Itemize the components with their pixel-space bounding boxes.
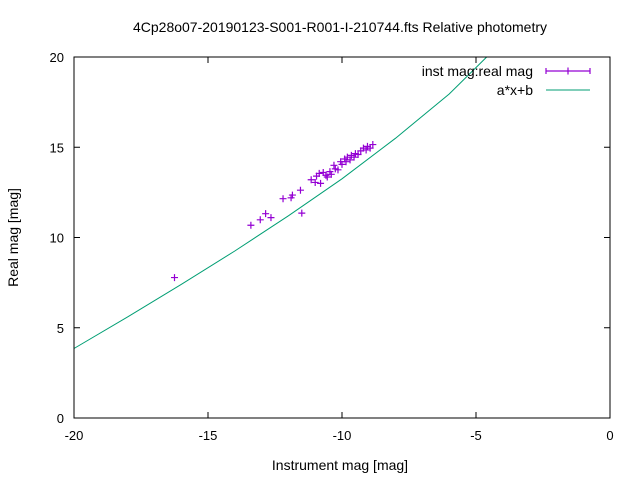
data-point — [346, 156, 354, 164]
data-point — [330, 161, 338, 169]
legend-label: a*x+b — [497, 82, 533, 98]
y-tick-label: 10 — [50, 231, 64, 246]
data-point — [298, 209, 306, 217]
data-point — [171, 274, 178, 282]
data-point — [296, 186, 304, 194]
x-tick-label: -10 — [333, 428, 352, 443]
data-point — [262, 210, 270, 218]
legend-swatch-points — [545, 67, 591, 75]
x-tick-label: -20 — [65, 428, 84, 443]
data-point — [327, 170, 335, 178]
data-point — [311, 178, 319, 186]
y-tick-label: 0 — [57, 411, 64, 426]
y-axis: 0 5 10 15 20 — [50, 50, 610, 426]
data-point — [342, 158, 350, 166]
data-point — [247, 221, 255, 229]
fit-line — [73, 56, 488, 349]
legend: inst mag:real mag a*x+b — [422, 63, 591, 98]
x-tick-label: -5 — [470, 428, 482, 443]
plot-area — [73, 56, 488, 349]
y-tick-label: 20 — [50, 50, 64, 65]
data-point — [317, 179, 325, 187]
y-tick-label: 5 — [57, 321, 64, 336]
y-axis-title: Real mag [mag] — [5, 188, 21, 287]
y-tick-label: 15 — [50, 140, 64, 155]
data-point — [267, 214, 275, 222]
data-point — [354, 150, 362, 158]
data-point — [323, 173, 331, 181]
data-point — [288, 191, 296, 199]
data-point — [334, 166, 342, 174]
x-tick-label: -15 — [199, 428, 218, 443]
data-point — [315, 169, 323, 177]
chart-title: 4Cp28o07-20190123-S001-R001-I-210744.fts… — [133, 19, 547, 35]
data-point — [307, 176, 315, 184]
plot-frame — [73, 56, 611, 419]
x-tick-label: 0 — [606, 428, 613, 443]
x-axis: -20 -15 -10 -5 0 — [65, 57, 614, 443]
data-point — [256, 216, 264, 224]
data-point — [362, 146, 370, 154]
x-axis-title: Instrument mag [mag] — [272, 457, 408, 473]
data-point — [366, 144, 374, 152]
legend-label: inst mag:real mag — [422, 63, 533, 79]
data-point — [338, 160, 346, 168]
data-point — [369, 141, 377, 149]
data-point — [350, 153, 358, 161]
data-point — [279, 195, 287, 203]
